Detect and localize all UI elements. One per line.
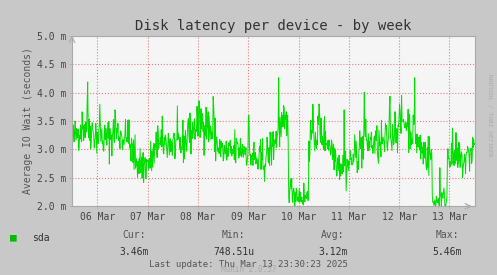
- Text: Munin 2.0.57: Munin 2.0.57: [221, 265, 276, 274]
- Text: 5.46m: 5.46m: [432, 247, 462, 257]
- Y-axis label: Average IO Wait (seconds): Average IO Wait (seconds): [23, 48, 33, 194]
- Text: sda: sda: [32, 233, 50, 243]
- Text: Max:: Max:: [435, 230, 459, 240]
- Text: Cur:: Cur:: [122, 230, 146, 240]
- Text: Avg:: Avg:: [321, 230, 345, 240]
- Title: Disk latency per device - by week: Disk latency per device - by week: [135, 19, 412, 33]
- Text: Last update: Thu Mar 13 23:30:23 2025: Last update: Thu Mar 13 23:30:23 2025: [149, 260, 348, 269]
- Text: Min:: Min:: [222, 230, 246, 240]
- Text: 3.46m: 3.46m: [119, 247, 149, 257]
- Text: 748.51u: 748.51u: [213, 247, 254, 257]
- Text: 3.12m: 3.12m: [318, 247, 348, 257]
- Text: RRDTOOL / TOBI OETIKER: RRDTOOL / TOBI OETIKER: [487, 74, 492, 157]
- Text: ■: ■: [10, 233, 17, 243]
